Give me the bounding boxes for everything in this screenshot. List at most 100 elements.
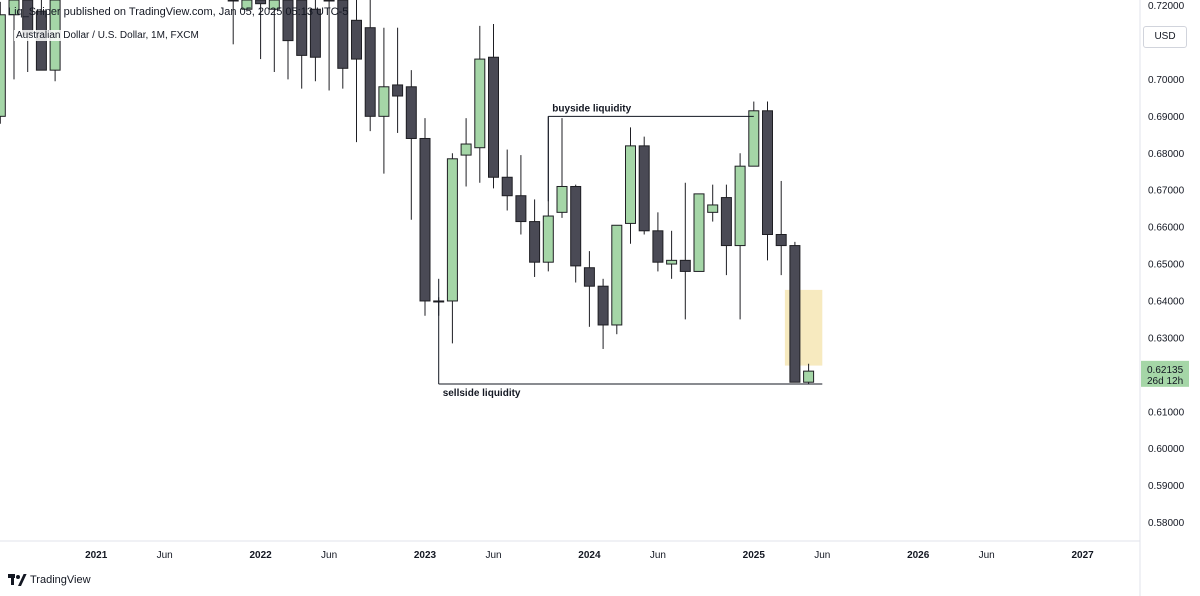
candle-body [652, 230, 664, 263]
buyside-liquidity-label: buyside liquidity [552, 103, 631, 114]
candle [405, 70, 417, 220]
candle-body [789, 245, 801, 383]
time-axis-tick-label: Jun [650, 550, 666, 561]
price-axis-tick-label: 0.64000 [1148, 296, 1185, 307]
time-axis-tick-label: Jun [157, 550, 173, 561]
candle [803, 363, 815, 385]
candle-body [460, 143, 472, 156]
tradingview-brand: TradingView [30, 574, 91, 586]
candle-body [515, 195, 527, 223]
candle-body [707, 204, 719, 213]
candle [597, 278, 609, 349]
time-axis-tick-label: 2024 [578, 550, 601, 561]
candle [611, 224, 623, 335]
candle-body [734, 165, 746, 247]
candle [762, 101, 773, 261]
candle [693, 193, 705, 272]
candle [789, 241, 801, 383]
candle [638, 136, 650, 235]
candle [0, 1, 6, 124]
time-axis-tick-label: Jun [979, 550, 995, 561]
candle-body [611, 224, 623, 326]
candle-body [556, 185, 568, 213]
candle [748, 101, 760, 167]
time-axis-tick-label: 2022 [249, 550, 272, 561]
symbol-legend[interactable]: Australian Dollar / U.S. Dollar, 1M, FXC… [14, 30, 201, 41]
candle [419, 118, 431, 316]
candle-body [405, 86, 417, 139]
candle-body [666, 259, 678, 265]
candle-body [762, 110, 773, 235]
time-axis-tick-label: Jun [321, 550, 337, 561]
candle-body [625, 145, 636, 224]
time-axis-tick-label: Jun [814, 550, 830, 561]
published-by-line: Liq_Sniper published on TradingView.com,… [8, 6, 349, 18]
candle [268, 0, 280, 73]
candle-body [351, 19, 362, 60]
candle-body [638, 145, 650, 232]
last-price-tag [1141, 360, 1189, 387]
price-axis-tick-label: 0.60000 [1148, 444, 1185, 455]
candle [570, 184, 582, 283]
candle-body [679, 259, 691, 272]
candle-body [775, 233, 787, 247]
time-axis-tick-label: 2027 [1071, 550, 1094, 561]
time-axis-tick-label: 2021 [85, 550, 108, 561]
candle [474, 25, 486, 183]
candle [323, 0, 335, 91]
candle-body [583, 267, 595, 287]
candle [515, 155, 527, 235]
candle-body [542, 215, 554, 263]
candle [625, 127, 636, 244]
candle [351, 0, 362, 143]
candle [488, 24, 499, 189]
price-axis-tick-label: 0.61000 [1148, 407, 1185, 418]
candle-body [282, 0, 294, 42]
candle [529, 199, 541, 277]
candle [666, 230, 678, 279]
candle-body [323, 0, 335, 2]
candle-body [720, 197, 732, 247]
candle [446, 153, 458, 344]
price-axis-tick-label: 0.67000 [1148, 186, 1185, 197]
candle-body [693, 193, 705, 272]
candle [364, 0, 376, 132]
candle [707, 184, 719, 222]
price-axis-tick-label: 0.66000 [1148, 223, 1185, 234]
price-axis-tick-label: 0.72000 [1148, 1, 1185, 12]
candle [734, 153, 746, 320]
price-axis-tick-label: 0.69000 [1148, 112, 1185, 123]
time-axis-tick-label: 2025 [743, 550, 766, 561]
price-axis-tick-label: 0.63000 [1148, 333, 1185, 344]
candle-time-left: 26d 12h [1147, 376, 1183, 387]
last-price-value: 0.62135 [1147, 365, 1184, 376]
candle [255, 0, 267, 60]
candle [679, 182, 691, 320]
candle-body [364, 27, 376, 117]
candle-body [570, 185, 582, 267]
time-axis-tick-label: 2023 [414, 550, 437, 561]
candle-body [501, 176, 513, 197]
candle-body [419, 137, 431, 302]
candle-body [227, 0, 239, 2]
price-axis-tick-label: 0.58000 [1148, 518, 1185, 529]
candle [241, 0, 253, 10]
candle-body [309, 8, 321, 58]
candle [337, 0, 349, 89]
candle [583, 251, 595, 327]
candle [720, 184, 732, 276]
candle [282, 0, 294, 80]
candle [556, 118, 568, 218]
candle-body [597, 285, 609, 326]
candle [392, 27, 404, 133]
candle-body [488, 56, 499, 178]
price-axis-tick-label: 0.65000 [1148, 260, 1185, 271]
candle-body [392, 84, 404, 97]
tradingview-footer[interactable]: TradingView [8, 574, 91, 586]
tradingview-logo-icon [8, 574, 27, 586]
time-axis-tick-label: Jun [485, 550, 501, 561]
sellside-liquidity-label: sellside liquidity [443, 388, 521, 399]
currency-button[interactable]: USD [1143, 26, 1187, 48]
price-axis-tick-label: 0.70000 [1148, 75, 1185, 86]
